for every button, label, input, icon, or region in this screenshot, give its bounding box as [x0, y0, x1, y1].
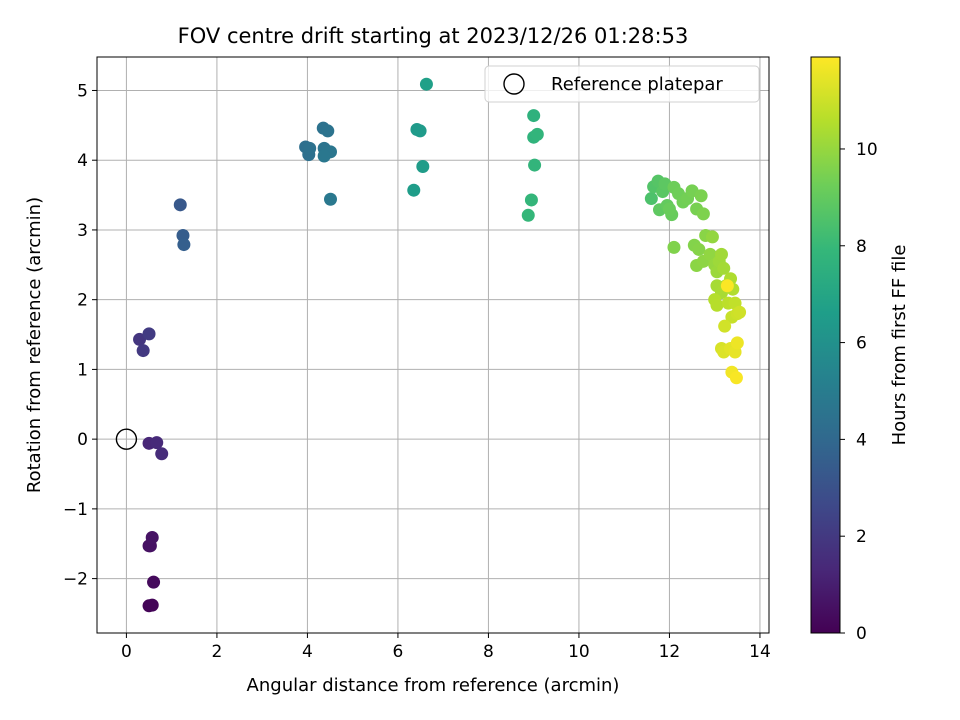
- x-tick-label: 0: [121, 642, 132, 662]
- data-point: [150, 436, 164, 450]
- x-tick-label: 8: [483, 642, 494, 662]
- data-point: [317, 149, 331, 163]
- data-point: [644, 192, 658, 206]
- data-point: [720, 279, 734, 293]
- data-point: [730, 336, 744, 350]
- y-tick-label: 2: [77, 291, 88, 311]
- x-tick-label: 2: [212, 642, 223, 662]
- y-tick-label: 0: [77, 430, 88, 450]
- data-point: [416, 159, 430, 173]
- y-tick-label: 3: [77, 221, 88, 241]
- chart-title: FOV centre drift starting at 2023/12/26 …: [178, 24, 689, 48]
- data-point: [710, 298, 724, 312]
- y-tick-label: −1: [63, 500, 88, 520]
- colorbar-tick-label: 10: [856, 140, 878, 160]
- colorbar-tick-label: 4: [856, 430, 867, 450]
- legend-box: [484, 65, 760, 103]
- data-point: [528, 158, 542, 172]
- data-point: [133, 332, 147, 346]
- colorbar-label: Hours from first FF file: [889, 245, 910, 446]
- data-point: [717, 261, 731, 275]
- legend-label: Reference platepar: [551, 74, 723, 95]
- data-point: [419, 77, 433, 91]
- x-axis-ticks: 0 2 4 6 8 10 12 14: [121, 633, 771, 662]
- legend: Reference platepar: [484, 65, 760, 103]
- data-point: [714, 247, 728, 261]
- colorbar-tick-label: 6: [856, 334, 867, 354]
- data-point: [145, 530, 159, 544]
- data-point: [413, 124, 427, 138]
- data-point: [527, 109, 541, 123]
- data-points: [133, 77, 747, 613]
- data-point: [136, 344, 150, 358]
- colorbar-tick-label: 2: [856, 527, 867, 547]
- y-tick-label: −2: [63, 570, 88, 590]
- data-point: [524, 193, 538, 207]
- colorbar: [810, 56, 841, 634]
- data-point: [694, 189, 708, 203]
- data-point: [324, 192, 338, 206]
- x-tick-label: 14: [749, 642, 771, 662]
- data-point: [303, 141, 317, 155]
- x-tick-label: 10: [568, 642, 590, 662]
- data-point: [407, 183, 421, 197]
- legend-marker: [503, 73, 525, 95]
- y-axis-label: Rotation from reference (arcmin): [24, 197, 45, 493]
- data-point: [703, 247, 717, 261]
- data-point: [177, 238, 191, 252]
- data-point: [718, 319, 732, 333]
- colorbar-tick-label: 8: [856, 237, 867, 257]
- reference-point-marker: [115, 428, 138, 450]
- data-point: [173, 198, 187, 212]
- x-tick-label: 6: [393, 642, 404, 662]
- x-axis-label: Angular distance from reference (arcmin): [247, 675, 620, 696]
- x-tick-label: 12: [659, 642, 681, 662]
- colorbar-ticks: 0 2 4 6 8 10: [840, 140, 878, 644]
- grid-lines: [97, 57, 769, 633]
- y-tick-label: 4: [77, 151, 88, 171]
- data-point: [729, 371, 743, 385]
- data-point: [142, 327, 156, 341]
- x-tick-label: 4: [302, 642, 313, 662]
- y-axis-ticks: −2 −1 0 1 2 3 4 5: [63, 81, 97, 590]
- data-point: [321, 124, 335, 138]
- data-point: [530, 127, 544, 141]
- data-point: [147, 575, 161, 589]
- data-point: [145, 598, 159, 612]
- data-point: [521, 208, 535, 222]
- data-point: [705, 230, 719, 244]
- y-tick-label: 5: [77, 81, 88, 101]
- data-point: [696, 207, 710, 221]
- colorbar-tick-label: 0: [856, 624, 867, 644]
- data-point: [155, 447, 169, 461]
- data-point: [692, 242, 706, 256]
- data-point: [662, 202, 676, 216]
- data-point: [667, 240, 681, 254]
- data-point: [733, 305, 747, 319]
- y-tick-label: 1: [77, 360, 88, 380]
- plot-frame: [96, 56, 770, 634]
